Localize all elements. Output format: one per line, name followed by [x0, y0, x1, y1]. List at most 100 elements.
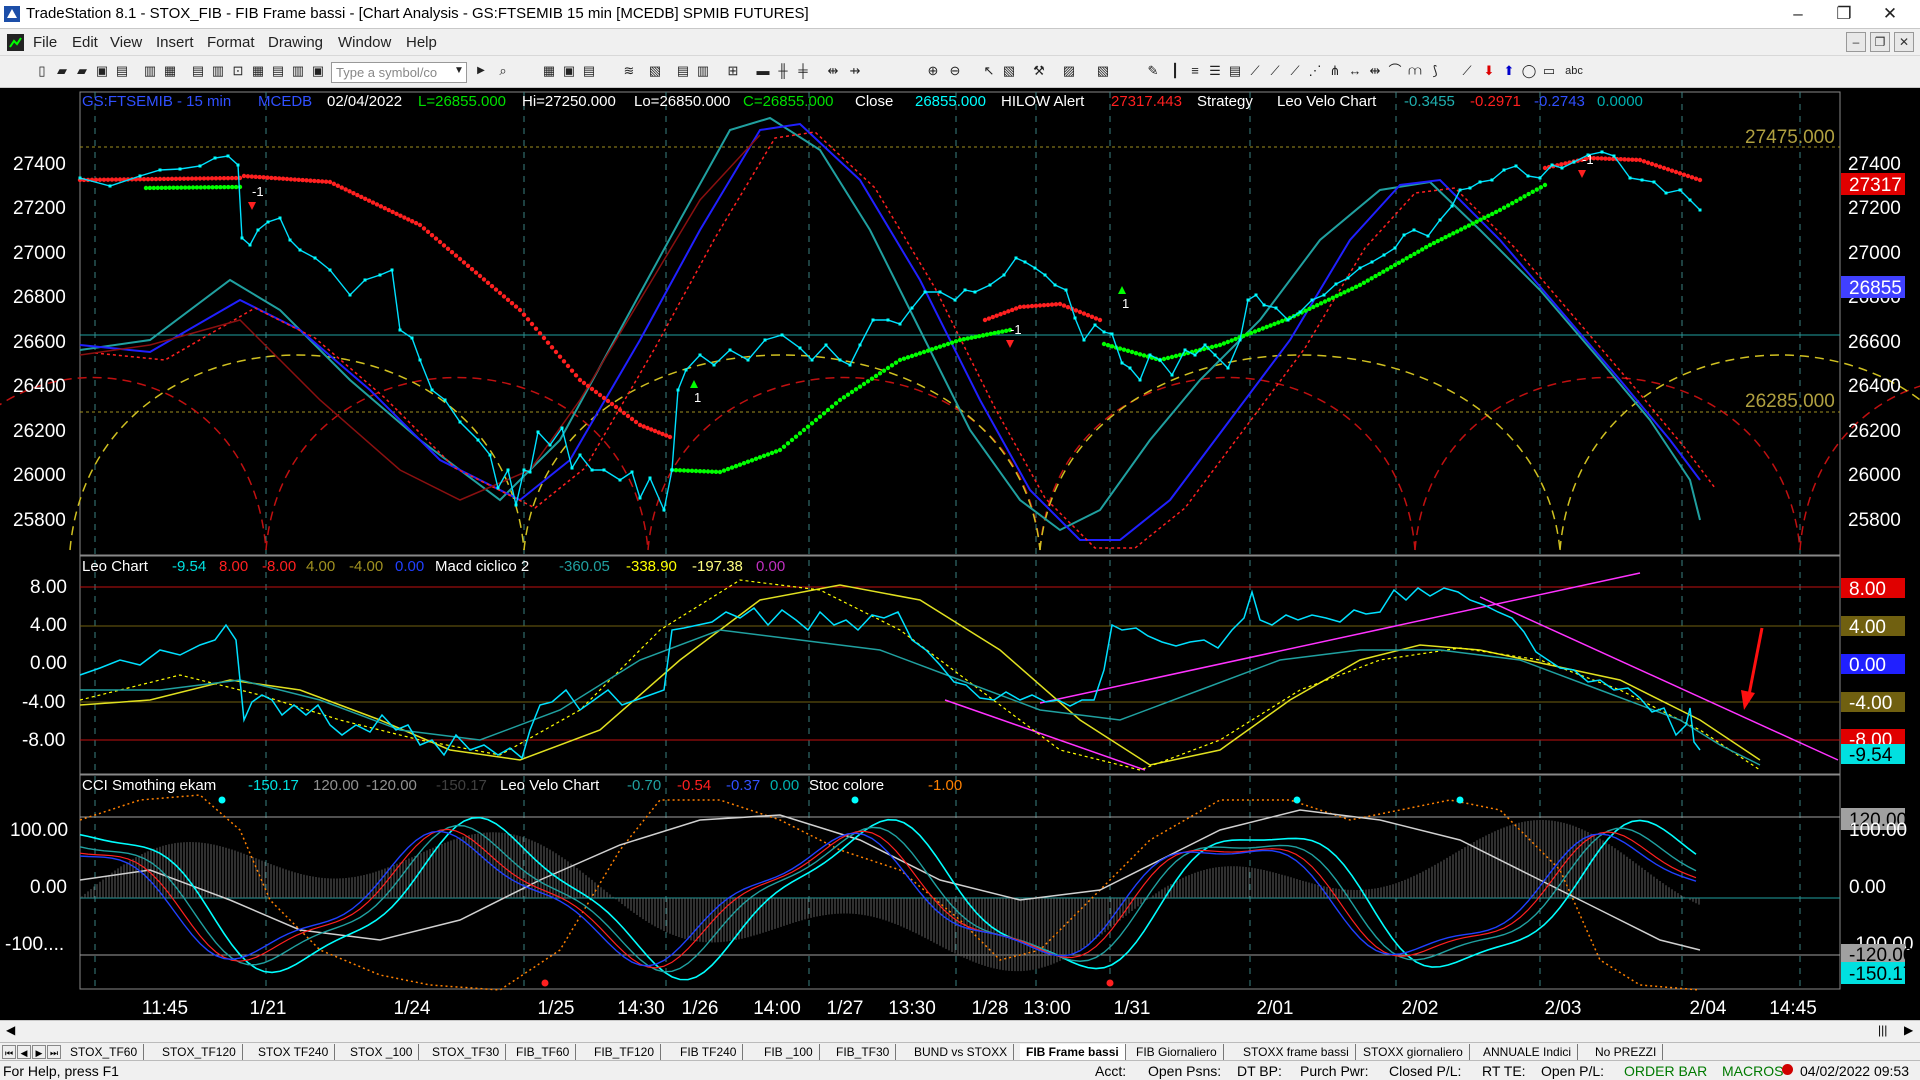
symbol-input[interactable]: Type a symbol/co — [331, 62, 467, 83]
workspace-tab[interactable]: STOX_TF30 — [426, 1044, 507, 1060]
lock-icon[interactable]: ⊡ — [232, 63, 244, 78]
table-icon[interactable]: ▤ — [271, 63, 285, 78]
workspace-tab[interactable]: FIB TF240 — [674, 1044, 744, 1060]
fan-icon[interactable]: ⟋ — [1270, 63, 1280, 78]
menu-insert[interactable]: Insert — [156, 34, 194, 51]
rectangle-icon[interactable]: ▭ — [1542, 63, 1556, 78]
print-icon[interactable]: ▥ — [143, 63, 157, 78]
symbol-lookup-icon[interactable]: ⌕ — [499, 63, 507, 78]
window-icon[interactable]: ▣ — [311, 63, 325, 78]
open-workspace-icon[interactable]: ▰ — [77, 63, 87, 78]
vertical-line-icon[interactable]: ┃ — [1171, 63, 1179, 78]
zoom-out-icon[interactable]: ⊖ — [949, 63, 961, 78]
chart-icon[interactable]: ▦ — [542, 63, 556, 78]
buy-marker[interactable]: 1 — [690, 380, 701, 405]
symbol-go-icon[interactable]: ▶ — [477, 65, 485, 76]
chart-area[interactable]: -1 1 -1 1 -1 GS:FTSEMIB - 15 min MCEDB 02/04… — [0, 88, 1920, 1020]
buy-marker[interactable]: 1 — [1118, 286, 1129, 311]
cycle-icon[interactable]: ⌒ — [1388, 63, 1402, 78]
sell-marker[interactable]: -1 — [1006, 322, 1022, 348]
sell-marker[interactable]: -1 — [1578, 152, 1594, 178]
workspace-tab[interactable]: FIB _100 — [758, 1044, 820, 1060]
close-button[interactable]: ✕ — [1882, 4, 1898, 23]
workspace-tab[interactable]: STOX_TF120 — [156, 1044, 243, 1060]
workspace-tab[interactable]: STOX TF240 — [252, 1044, 336, 1060]
restore-button[interactable]: ❐ — [1836, 4, 1852, 23]
status-order-bar[interactable]: ORDER BAR — [1624, 1063, 1708, 1079]
horizontal-scrollbar[interactable]: ◀ ||| ▶ — [0, 1020, 1920, 1042]
radar-icon[interactable]: ▣ — [562, 63, 576, 78]
trendline-up[interactable] — [1039, 572, 1641, 704]
tab-last-icon[interactable]: ⏭ — [47, 1045, 61, 1059]
format-icon[interactable]: ≋ — [623, 63, 635, 78]
andrews-pitchfork-icon[interactable]: ⋔ — [1329, 63, 1341, 78]
sell-marker[interactable]: -1 — [248, 184, 264, 210]
symbol-dropdown-icon[interactable]: ▼ — [454, 65, 464, 76]
channel-icon[interactable]: ▤ — [1228, 63, 1242, 78]
trendline-mid[interactable] — [944, 699, 1146, 771]
minimize-button[interactable]: – — [1793, 4, 1803, 23]
bar-type-icon[interactable]: ▬ — [756, 63, 770, 78]
menu-view[interactable]: View — [110, 34, 143, 51]
trendline-down[interactable] — [1479, 596, 1839, 761]
text-tool-icon[interactable]: abc — [1565, 65, 1583, 77]
fib-retracement-icon[interactable]: ☰ — [1209, 63, 1221, 78]
arrow-line-icon[interactable]: ⇹ — [1369, 63, 1381, 78]
mdi-minimize-button[interactable]: – — [1846, 32, 1866, 52]
tab-prev-icon[interactable]: ◀ — [17, 1045, 31, 1059]
pointer-icon[interactable]: ↖ — [983, 63, 995, 78]
pencil-icon[interactable]: ✎ — [1147, 63, 1159, 78]
trendline-icon[interactable]: ⟋ — [1250, 63, 1260, 78]
curve-icon[interactable]: ⟋ — [1462, 63, 1472, 78]
menu-edit[interactable]: Edit — [72, 34, 98, 51]
arrange-icon[interactable]: ▤ — [191, 63, 205, 78]
mdi-restore-button[interactable]: ❐ — [1870, 32, 1890, 52]
tick-icon[interactable]: ╫ — [778, 63, 788, 78]
order-icon[interactable]: ▨ — [1062, 63, 1076, 78]
gann-icon[interactable]: ⟋ — [1290, 63, 1300, 78]
compress-icon[interactable]: ⇹ — [827, 63, 839, 78]
menu-drawing[interactable]: Drawing — [268, 34, 324, 51]
workspace-tab[interactable]: BUND vs STOXX — [908, 1044, 1015, 1060]
expand-icon[interactable]: ⇸ — [849, 63, 861, 78]
annotation-arrow[interactable] — [1746, 627, 1764, 701]
grid-icon[interactable]: ▦ — [251, 63, 265, 78]
layout-icon[interactable]: ▥ — [211, 63, 225, 78]
scanner-icon[interactable]: ⊞ — [727, 63, 739, 78]
workspace-tab[interactable]: FIB_TF60 — [510, 1044, 577, 1060]
workspace-tab[interactable]: FIB Giornaliero — [1130, 1044, 1224, 1060]
workspace-tab[interactable]: ANNUALE Indici — [1477, 1044, 1579, 1060]
indicator-icon[interactable]: ▧ — [648, 63, 662, 78]
tab-next-icon[interactable]: ▶ — [32, 1045, 46, 1059]
ellipse-icon[interactable]: ◯ — [1521, 63, 1537, 78]
arc-icon[interactable]: ⩋ — [1408, 63, 1422, 78]
data-window-icon[interactable]: ▤ — [676, 63, 690, 78]
menu-file[interactable]: File — [33, 34, 58, 51]
arrow-down-icon[interactable]: ⬇ — [1483, 63, 1495, 78]
arrow-up-icon[interactable]: ⬆ — [1503, 63, 1515, 78]
new-icon[interactable]: ▯ — [38, 63, 46, 78]
workspace-tab[interactable]: FIB_TF30 — [830, 1044, 897, 1060]
horizontal-lines-icon[interactable]: ≡ — [1191, 63, 1199, 78]
ohlc-icon[interactable]: ╪ — [798, 63, 808, 78]
open-icon[interactable]: ▰ — [57, 63, 67, 78]
zoom-in-icon[interactable]: ⊕ — [927, 63, 939, 78]
close-workspace-icon[interactable]: ▣ — [95, 63, 109, 78]
print-preview-icon[interactable]: ▦ — [163, 63, 177, 78]
speed-lines-icon[interactable]: ⋰ — [1308, 63, 1322, 78]
menu-format[interactable]: Format — [207, 34, 255, 51]
tradestation-app-icon[interactable] — [3, 5, 21, 23]
workspace-tab[interactable]: No PREZZI — [1589, 1044, 1664, 1060]
workspace-tab[interactable]: STOX _100 — [344, 1044, 420, 1060]
workspace-tab[interactable]: FIB_TF120 — [588, 1044, 662, 1060]
menu-help[interactable]: Help — [406, 34, 437, 51]
chart-window-icon[interactable] — [7, 34, 24, 51]
workspace-tab[interactable]: STOX_TF60 — [64, 1044, 145, 1060]
tools-icon[interactable]: ⚒ — [1033, 63, 1045, 78]
alerts-icon[interactable]: ▧ — [1096, 63, 1110, 78]
horizontal-line-icon[interactable]: ↔ — [1348, 63, 1362, 78]
scroll-right-icon[interactable]: ▶ — [1904, 1023, 1914, 1037]
tab-first-icon[interactable]: ⏮ — [2, 1045, 16, 1059]
scroll-left-icon[interactable]: ◀ — [6, 1023, 16, 1037]
menu-window[interactable]: Window — [338, 34, 392, 51]
